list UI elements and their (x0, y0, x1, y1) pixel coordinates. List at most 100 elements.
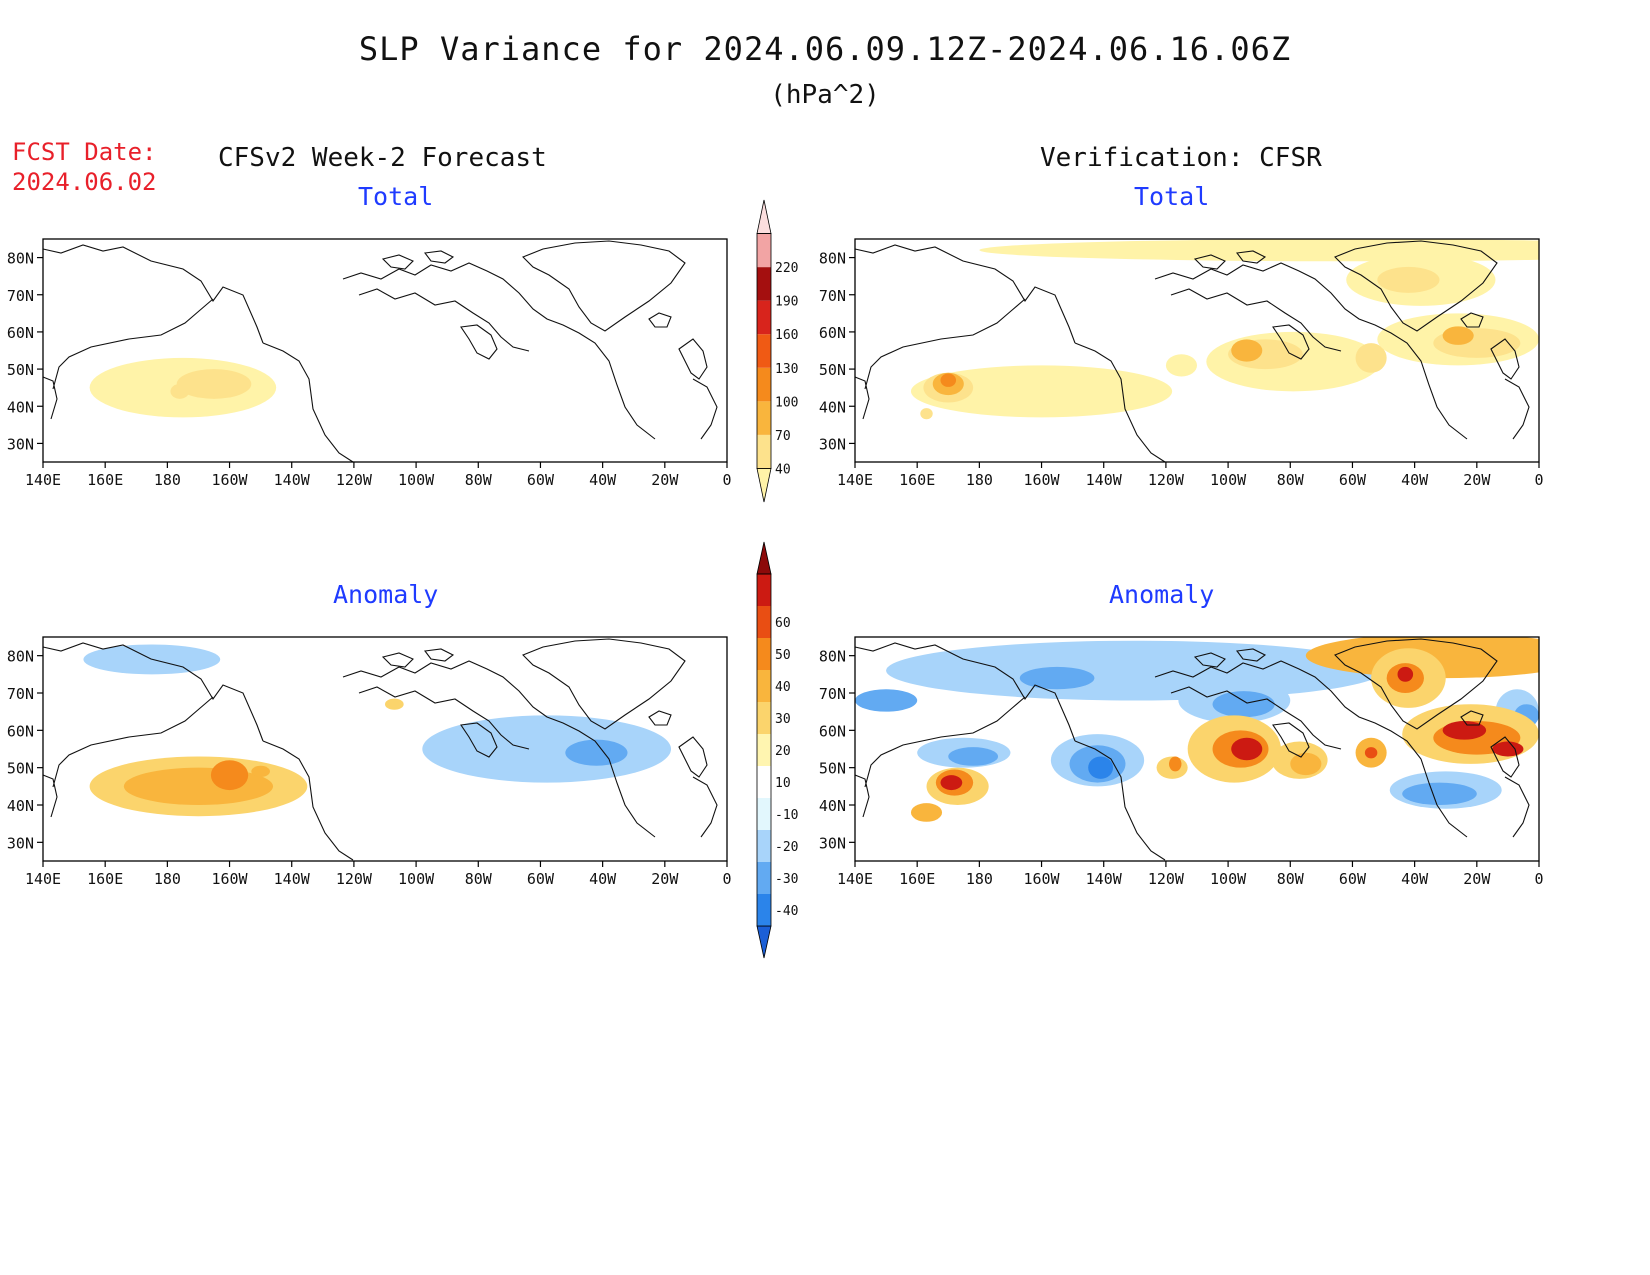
lon-tick-label: 0 (1534, 870, 1543, 888)
lon-tick-label: 80W (1277, 870, 1305, 888)
lon-tick-label: 0 (722, 870, 731, 888)
lon-tick-label: 40W (1401, 870, 1429, 888)
colorbar-tick-label: 60 (775, 616, 791, 631)
forecast-anomaly-frame (42, 636, 728, 862)
contour-blob (1442, 721, 1487, 740)
lon-tick-label: 160E (87, 870, 123, 888)
lon-tick-label: 40W (589, 870, 617, 888)
colorbar-tick-label: 20 (775, 744, 791, 759)
lon-tick-label: 80W (465, 471, 493, 489)
contour-blob (979, 239, 1539, 262)
colorbar-tick-label: -20 (775, 840, 798, 855)
lat-tick-label: 60N (819, 722, 846, 740)
colorbar-swatch (757, 401, 771, 435)
colorbar-tick-label: 70 (775, 429, 791, 444)
page-title: SLP Variance for 2024.06.09.12Z-2024.06.… (358, 30, 1292, 68)
verification-total-frame (854, 238, 1540, 463)
forecast-total-frame (42, 238, 728, 463)
lat-tick-label: 80N (7, 250, 34, 268)
lon-tick-label: 60W (1339, 471, 1367, 489)
panel-forecast-anomaly: 30N 40N 50N 60N 70N 80N 140E 160E 180 160W 140W 120… (7, 636, 732, 888)
colorbar-end-low (756, 468, 772, 503)
lon-tick-label: 140E (837, 471, 873, 489)
lon-tick-label: 120W (336, 870, 373, 888)
colorbar-swatch (757, 434, 771, 469)
lon-tick-label: 160E (87, 471, 123, 489)
lat-tick-label: 50N (819, 361, 846, 379)
contour-blob (1364, 747, 1378, 759)
contour-blob (1355, 343, 1387, 373)
lon-tick-label: 120W (1148, 471, 1185, 489)
lon-tick-label: 120W (336, 471, 373, 489)
verification-anomaly-axes: 30N 40N 50N 60N 70N 80N 140E 160E 180 160W 140W 120… (819, 648, 1544, 888)
lon-tick-label: 60W (527, 870, 555, 888)
lat-tick-label: 30N (819, 834, 846, 852)
contour-blob (920, 408, 933, 420)
lat-tick-label: 50N (7, 361, 34, 379)
verification-total-field (910, 239, 1539, 420)
lon-tick-label: 20W (651, 870, 679, 888)
lon-tick-label: 20W (651, 471, 679, 489)
lat-tick-label: 80N (819, 250, 846, 268)
lon-tick-label: 180 (154, 870, 181, 888)
lat-tick-label: 60N (7, 324, 34, 342)
lat-tick-label: 40N (7, 797, 34, 815)
contour-blob (1442, 326, 1474, 345)
lon-tick-label: 40W (1401, 471, 1429, 489)
lat-tick-label: 80N (7, 648, 34, 666)
colorbar-tick-label: 130 (775, 362, 798, 377)
lat-tick-label: 30N (7, 834, 34, 852)
contour-blob (1231, 737, 1263, 761)
contour-blob (940, 373, 957, 387)
colorbar-end-low (756, 925, 772, 959)
panel-label-forecast-total: Total (358, 182, 434, 211)
contour-blob (910, 365, 1173, 418)
forecast-column-title: CFSv2 Week-2 Forecast (218, 143, 547, 173)
lon-tick-label: 140E (837, 870, 873, 888)
lon-tick-label: 140W (274, 471, 311, 489)
colorbar-end-high (756, 199, 772, 234)
colorbar-outline (756, 233, 772, 469)
contour-blob (1305, 637, 1539, 679)
colorbar-swatch (757, 267, 771, 301)
lon-tick-label: 80W (1277, 471, 1305, 489)
colorbar-swatch (757, 830, 771, 862)
lon-tick-label: 0 (722, 471, 731, 489)
contour-blob (948, 747, 999, 766)
lon-tick-label: 140E (25, 870, 61, 888)
contour-blob (565, 739, 628, 766)
lat-tick-label: 40N (7, 398, 34, 416)
lon-tick-label: 100W (1210, 870, 1247, 888)
lon-tick-label: 100W (398, 471, 435, 489)
lon-tick-label: 160E (899, 471, 935, 489)
colorbar-tick-label: 40 (775, 462, 791, 477)
contour-blob (1397, 666, 1414, 682)
lon-tick-label: 100W (1210, 471, 1247, 489)
lon-tick-label: 100W (398, 870, 435, 888)
forecast-anomaly-field (83, 644, 672, 817)
verification-anomaly-frame (854, 636, 1540, 862)
verification-column-title: Verification: CFSR (1040, 143, 1322, 173)
panel-label-verification-anomaly: Anomaly (1109, 580, 1215, 609)
colorbar-anomaly: -40 -30 -20 -10 10 20 30 40 50 60 (756, 541, 798, 959)
colorbar-tick-label: 40 (775, 680, 791, 695)
lon-tick-label: 140W (1086, 471, 1123, 489)
contour-blob (1212, 691, 1275, 718)
lon-tick-label: 80W (465, 870, 493, 888)
forecast-total-field (89, 357, 277, 418)
lon-tick-label: 40W (589, 471, 617, 489)
lon-tick-label: 180 (966, 870, 993, 888)
colorbar-tick-label: 190 (775, 295, 798, 310)
lat-tick-label: 50N (7, 760, 34, 778)
contour-blob (1290, 752, 1322, 776)
forecast-total-axes: 30N 40N 50N 60N 70N 80N 140E 160E 180 160W 140W 120… (7, 250, 732, 489)
lon-tick-label: 60W (1339, 870, 1367, 888)
colorbar-swatch (757, 894, 771, 926)
lon-tick-label: 60W (527, 471, 555, 489)
colorbar-swatch (757, 638, 771, 670)
lon-tick-label: 160W (1023, 870, 1060, 888)
lat-tick-label: 50N (819, 760, 846, 778)
contour-blob (170, 383, 190, 399)
contour-blob (1165, 354, 1198, 377)
lat-tick-label: 70N (7, 685, 34, 703)
